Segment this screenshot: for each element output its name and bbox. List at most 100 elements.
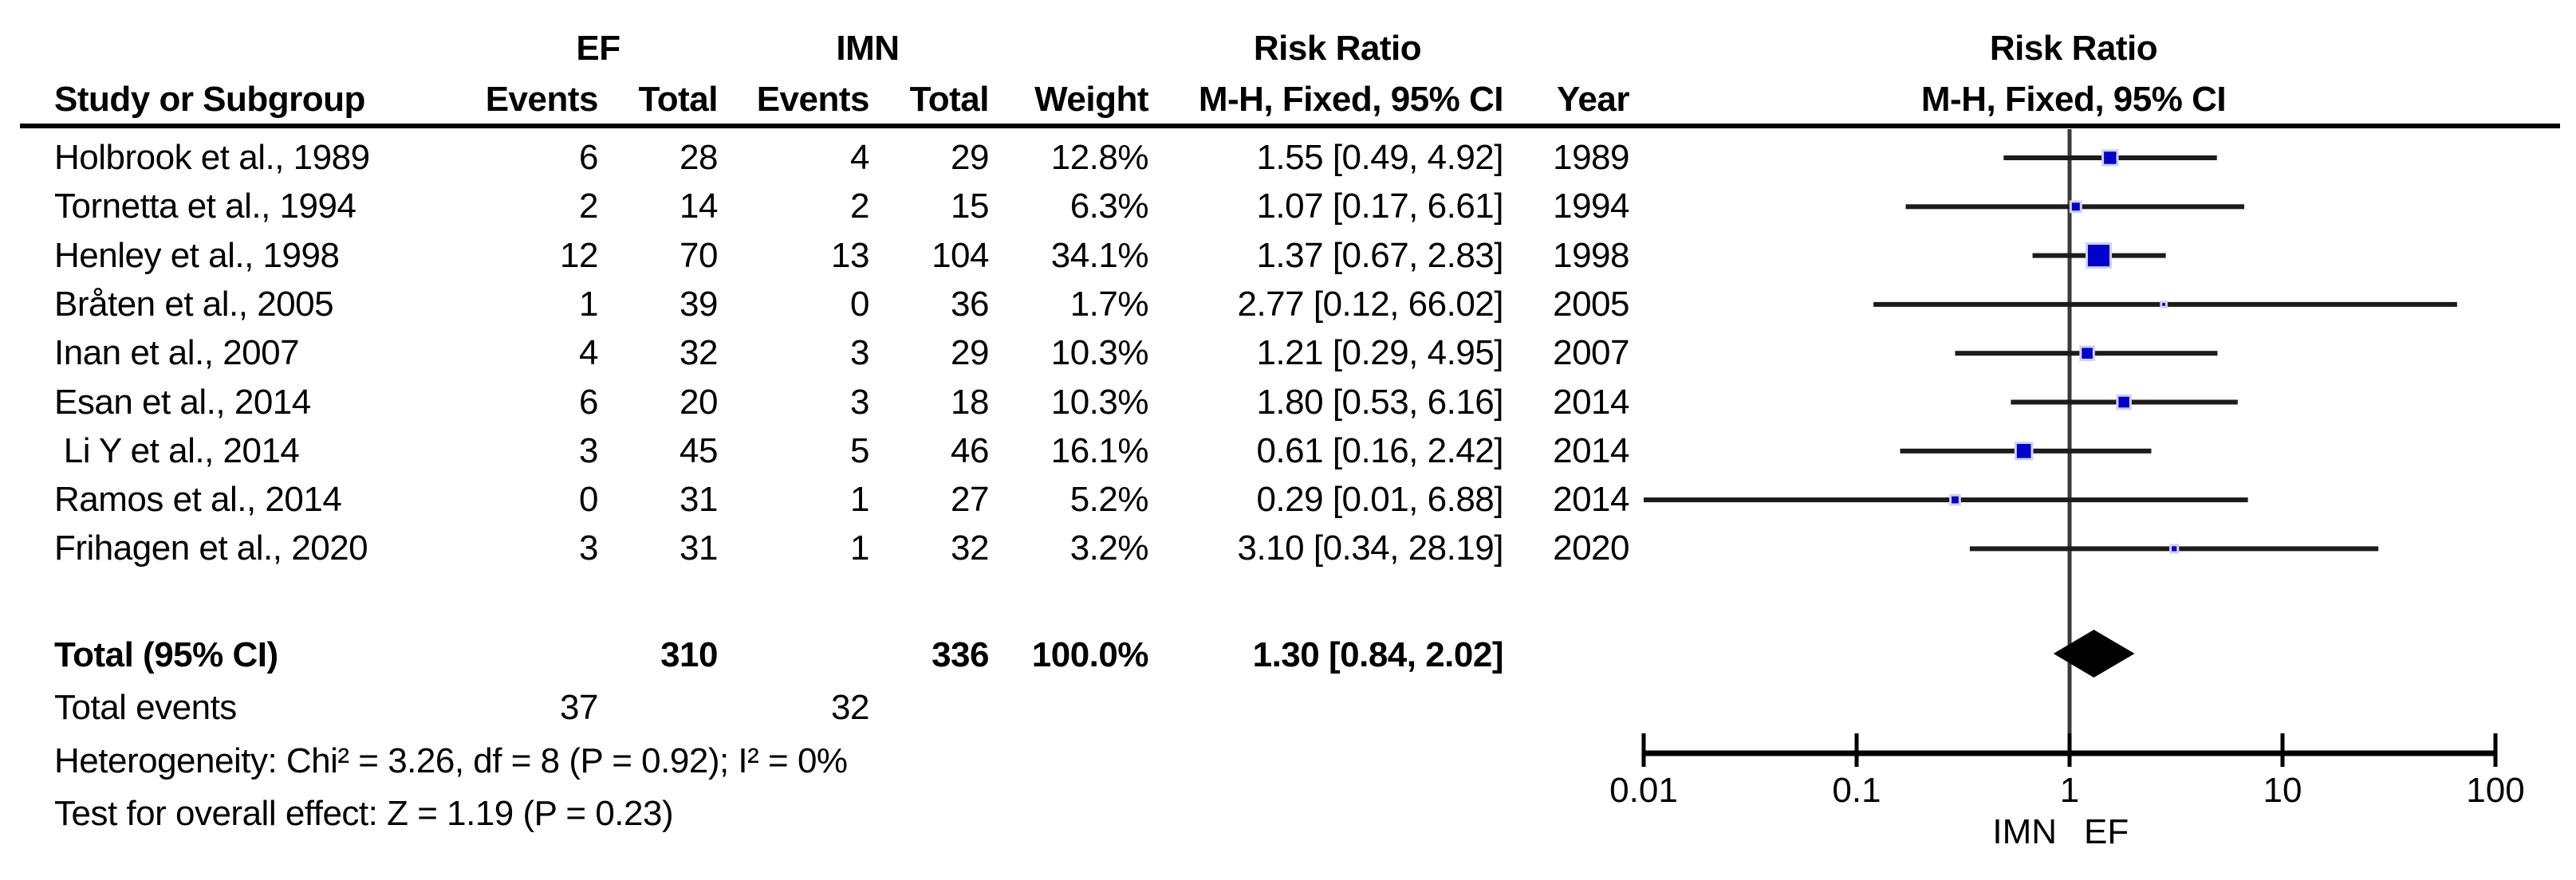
col-header-weight: Weight bbox=[1034, 80, 1148, 119]
table-row-study: Holbrook et al., 1989 bbox=[54, 138, 370, 177]
effect-marker bbox=[2085, 242, 2113, 269]
table-row-imne: 2 bbox=[850, 187, 869, 226]
col-header-study: Study or Subgroup bbox=[54, 80, 365, 119]
total-events-label: Total events bbox=[54, 688, 237, 727]
table-row-study: Henley et al., 1998 bbox=[54, 236, 340, 275]
table-row-imne: 0 bbox=[850, 285, 869, 324]
total-row-rr-ci: 1.30 [0.84, 2.02] bbox=[1252, 635, 1504, 674]
col-header-ef-events: Events bbox=[485, 80, 599, 119]
table-row-efe: 4 bbox=[579, 333, 598, 372]
col-header-mh-ci: M-H, Fixed, 95% CI bbox=[1198, 80, 1504, 119]
table-row-imnt: 18 bbox=[951, 383, 989, 422]
table-row-yr: 2020 bbox=[1553, 528, 1629, 568]
col-header-mh-ci-plot: M-H, Fixed, 95% CI bbox=[1920, 80, 2227, 119]
col-header-imn-total: Total bbox=[909, 80, 990, 119]
table-row-rr: 1.21 [0.29, 4.95] bbox=[1256, 333, 1503, 372]
table-row-wt: 1.7% bbox=[1069, 285, 1149, 324]
effect-marker bbox=[2160, 301, 2168, 308]
table-row-study: Tornetta et al., 1994 bbox=[54, 187, 356, 226]
table-row-imnt: 29 bbox=[951, 138, 989, 177]
effect-marker bbox=[2014, 441, 2034, 461]
group-header-risk-ratio-left: Risk Ratio bbox=[1253, 29, 1422, 68]
table-row-rr: 1.07 [0.17, 6.61] bbox=[1256, 187, 1503, 226]
table-row-yr: 2014 bbox=[1553, 480, 1629, 519]
table-row-yr: 2014 bbox=[1553, 383, 1629, 422]
x-tick-label: 0.01 bbox=[1609, 771, 1678, 810]
table-row-study: Frihagen et al., 2020 bbox=[54, 528, 368, 568]
table-row-eft: 39 bbox=[679, 285, 718, 324]
table-row-efe: 12 bbox=[560, 236, 598, 275]
axis-label-right: EF bbox=[2084, 812, 2129, 851]
table-row-imne: 1 bbox=[850, 480, 869, 519]
table-row-eft: 31 bbox=[679, 528, 718, 568]
table-row-imnt: 15 bbox=[951, 187, 989, 226]
total-row-weight: 100.0% bbox=[1031, 635, 1149, 674]
table-row-yr: 2005 bbox=[1553, 285, 1629, 324]
table-row-wt: 6.3% bbox=[1069, 187, 1149, 226]
header-rule bbox=[20, 124, 2560, 128]
table-row-eft: 45 bbox=[679, 431, 718, 470]
summary-diamond bbox=[2053, 630, 2135, 678]
table-row-yr: 2007 bbox=[1553, 333, 1629, 372]
table-row-eft: 14 bbox=[679, 187, 718, 226]
x-axis-tick bbox=[2493, 733, 2498, 767]
table-row-wt: 10.3% bbox=[1050, 383, 1149, 422]
table-row-efe: 6 bbox=[579, 138, 598, 177]
heterogeneity-text: Heterogeneity: Chi² = 3.26, df = 8 (P = … bbox=[54, 741, 848, 780]
table-row-wt: 3.2% bbox=[1069, 528, 1149, 568]
ci-line bbox=[1644, 497, 2248, 503]
total-events-imn: 32 bbox=[831, 688, 869, 727]
table-row-wt: 5.2% bbox=[1069, 480, 1149, 519]
table-row-efe: 6 bbox=[579, 383, 598, 422]
table-row-imne: 3 bbox=[850, 383, 869, 422]
table-row-imnt: 29 bbox=[951, 333, 989, 372]
table-row-wt: 34.1% bbox=[1050, 236, 1149, 275]
table-row-study: Li Y et al., 2014 bbox=[54, 431, 300, 470]
table-row-yr: 1989 bbox=[1553, 138, 1629, 177]
table-row-study: Inan et al., 2007 bbox=[54, 333, 300, 372]
table-row-efe: 1 bbox=[579, 285, 598, 324]
table-row-imne: 3 bbox=[850, 333, 869, 372]
table-row-eft: 32 bbox=[679, 333, 718, 372]
effect-marker bbox=[2069, 200, 2082, 214]
table-row-imnt: 104 bbox=[932, 236, 989, 275]
total-row-label: Total (95% CI) bbox=[54, 635, 278, 674]
table-row-eft: 31 bbox=[679, 480, 718, 519]
table-row-imnt: 32 bbox=[951, 528, 989, 568]
effect-marker bbox=[2079, 345, 2095, 361]
table-row-imne: 5 bbox=[850, 431, 869, 470]
x-axis-tick bbox=[1854, 733, 1859, 767]
effect-marker bbox=[1949, 493, 1961, 506]
ci-line bbox=[1905, 204, 2244, 210]
x-axis-tick bbox=[2067, 733, 2072, 767]
table-row-imne: 1 bbox=[850, 528, 869, 568]
table-row-eft: 28 bbox=[679, 138, 718, 177]
null-effect-line bbox=[2067, 129, 2072, 753]
total-events-ef: 37 bbox=[560, 688, 598, 727]
table-row-efe: 2 bbox=[579, 187, 598, 226]
effect-marker bbox=[2101, 149, 2119, 167]
table-row-rr: 1.37 [0.67, 2.83] bbox=[1256, 236, 1503, 275]
x-tick-label: 100 bbox=[2466, 771, 2524, 810]
col-header-imn-events: Events bbox=[756, 80, 870, 119]
col-header-ef-total: Total bbox=[638, 80, 719, 119]
table-row-efe: 3 bbox=[579, 431, 598, 470]
ci-line bbox=[2032, 253, 2166, 258]
table-row-wt: 16.1% bbox=[1050, 431, 1149, 470]
x-axis-tick bbox=[2280, 733, 2285, 767]
group-header-imn: IMN bbox=[836, 29, 900, 68]
table-row-rr: 3.10 [0.34, 28.19] bbox=[1237, 528, 1503, 568]
x-tick-label: 0.1 bbox=[1832, 771, 1881, 810]
table-row-imnt: 27 bbox=[951, 480, 989, 519]
overall-effect-text: Test for overall effect: Z = 1.19 (P = 0… bbox=[54, 794, 674, 833]
x-axis-line bbox=[1642, 750, 2497, 756]
axis-label-left: IMN bbox=[1992, 812, 2057, 851]
table-row-efe: 3 bbox=[579, 528, 598, 568]
table-row-eft: 20 bbox=[679, 383, 718, 422]
table-row-study: Ramos et al., 2014 bbox=[54, 480, 342, 519]
table-row-wt: 12.8% bbox=[1050, 138, 1149, 177]
x-tick-label: 1 bbox=[2060, 771, 2079, 810]
total-row-ef-total: 310 bbox=[660, 635, 718, 674]
ci-line bbox=[1900, 448, 2152, 454]
table-row-yr: 1998 bbox=[1553, 236, 1629, 275]
